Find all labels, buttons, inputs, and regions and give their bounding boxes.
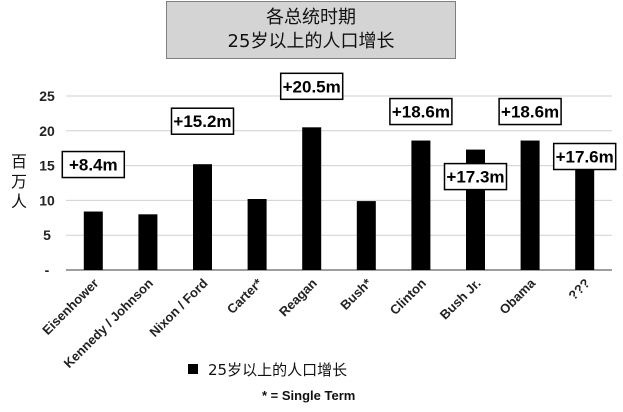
bar <box>356 201 376 270</box>
x-tick-label: ??? <box>565 275 592 302</box>
footnote: * = Single Term <box>262 388 356 403</box>
bar <box>302 127 322 270</box>
data-label: +18.6m <box>392 103 450 122</box>
x-tick-label: Carter* <box>224 275 266 317</box>
legend: 25岁以上的人口增长 <box>188 359 347 379</box>
data-label: +17.6m <box>556 148 614 167</box>
bar <box>83 211 103 270</box>
x-tick-label: Clinton <box>387 275 429 317</box>
bar <box>411 140 431 270</box>
chart-title: 各总统时期 <box>266 7 356 28</box>
y-tick-label: - <box>45 262 50 278</box>
x-tick-label: Bush Jr. <box>437 276 484 323</box>
data-label-box <box>170 107 235 135</box>
bar <box>247 199 267 270</box>
bar <box>575 147 595 270</box>
x-tick-label: Bush* <box>337 275 375 313</box>
data-label-box <box>498 97 562 126</box>
chart-subtitle: 25岁以上的人口增长 <box>227 31 395 52</box>
y-tick-label: 20 <box>39 123 55 139</box>
data-label: +18.6m <box>501 103 559 122</box>
data-label: +17.3m <box>446 168 504 187</box>
data-label-box <box>279 72 344 101</box>
data-label: +20.5m <box>283 77 341 96</box>
bar <box>193 164 212 270</box>
data-label-box <box>389 97 453 126</box>
data-label: +8.4m <box>69 156 118 175</box>
x-tick-label: Obama <box>496 275 538 317</box>
y-axis-label: 百万人 <box>10 152 27 211</box>
data-label: +15.2m <box>173 112 231 131</box>
legend-label: 25岁以上的人口增长 <box>208 360 348 379</box>
x-tick-label: Kennedy / Johnson <box>61 275 156 370</box>
bar <box>520 140 540 270</box>
data-label-box <box>61 150 126 179</box>
bar <box>138 214 158 270</box>
legend-swatch <box>188 364 198 374</box>
chart-title-box: 各总统时期 25岁以上的人口增长 <box>166 1 456 59</box>
data-label-box <box>552 142 617 171</box>
y-tick-label: 15 <box>39 158 55 174</box>
y-tick-label: 10 <box>39 192 55 208</box>
data-label-box <box>443 162 508 191</box>
x-tick-label: Nixon / Ford <box>146 275 210 339</box>
y-tick-label: 25 <box>39 88 55 104</box>
x-tick-label: Reagan <box>276 275 320 319</box>
y-tick-label: 5 <box>43 227 51 243</box>
